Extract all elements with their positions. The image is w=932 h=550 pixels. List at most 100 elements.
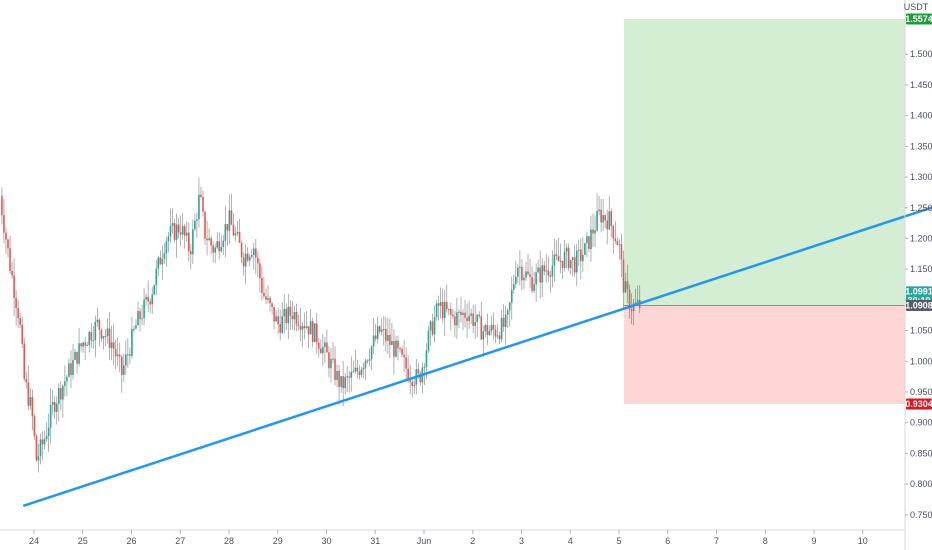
candle-body: [303, 326, 306, 328]
candle-body: [88, 331, 91, 346]
candle-body: [401, 348, 403, 355]
candle-body: [62, 385, 64, 400]
candle-body: [143, 299, 145, 319]
candle-body: [228, 210, 231, 231]
candle-body: [159, 257, 162, 265]
candle-body: [265, 296, 267, 300]
candle-body: [494, 329, 497, 337]
entry-price-badge-bg: [906, 300, 932, 312]
candle-body: [47, 427, 50, 437]
candle-body: [498, 335, 501, 340]
candle-body: [531, 277, 533, 291]
candle-body: [541, 265, 544, 283]
candle-body: [127, 354, 129, 356]
candle-body: [66, 376, 68, 382]
candle-body: [210, 238, 212, 246]
candle-body: [309, 321, 312, 335]
candle-body: [486, 325, 489, 336]
candle-body: [555, 254, 558, 256]
price-tick-label: 1.5000: [910, 49, 932, 59]
candle-body: [326, 342, 328, 353]
candle-body: [9, 248, 11, 272]
candle-body: [445, 301, 448, 310]
price-tick-label: 1.2000: [910, 233, 932, 243]
time-tick-label: 27: [175, 536, 185, 546]
price-axis[interactable]: 1.5000 1.4500 1.4000 1.3500 1.3000 1.2500 1.20…: [905, 49, 932, 520]
candle-body: [277, 316, 279, 325]
candle-body: [338, 370, 340, 387]
trendline[interactable]: [23, 206, 932, 507]
candle-body: [76, 351, 78, 364]
price-tick-label: 1.0500: [910, 326, 932, 336]
candle-body: [510, 289, 513, 303]
candle-body: [261, 278, 263, 293]
candle-body: [474, 321, 476, 326]
candle-body: [269, 297, 271, 304]
candle-body: [208, 238, 210, 241]
time-tick-label: 4: [568, 536, 573, 546]
candle-body: [539, 267, 541, 283]
candle-body: [340, 376, 342, 387]
candle-body: [291, 315, 294, 320]
candle-body: [470, 313, 472, 316]
candle-body: [527, 271, 529, 275]
candle-body: [405, 357, 407, 369]
candle-body: [596, 211, 598, 231]
candle-body: [519, 266, 521, 268]
candle-body: [517, 267, 519, 277]
candle-body: [488, 330, 491, 336]
candle-body: [508, 302, 511, 311]
candle-body: [161, 258, 164, 265]
candle-body: [200, 194, 202, 197]
candle-body: [289, 306, 292, 316]
profit-zone: [623, 19, 905, 306]
candle-body: [45, 436, 48, 440]
candle-body: [224, 224, 227, 241]
candle-body: [25, 378, 28, 383]
candle-body: [480, 316, 483, 340]
candle-body: [403, 354, 405, 358]
candle-body: [602, 215, 604, 223]
entry-price-badge: 1.0908: [905, 301, 932, 311]
price-tick-label: 0.7500: [910, 510, 932, 520]
candle-body: [395, 340, 397, 357]
candle-body: [320, 348, 322, 354]
candle-body: [49, 404, 52, 428]
candle-body: [411, 381, 414, 387]
candle-body: [112, 342, 115, 349]
candle-body: [19, 318, 21, 325]
candle-body: [472, 313, 474, 326]
candle-body: [586, 236, 588, 244]
candle-body: [431, 321, 434, 335]
candle-body: [169, 226, 172, 237]
candle-body: [382, 328, 385, 330]
candle-body: [27, 382, 30, 406]
candle-body: [175, 224, 178, 240]
trendline-group[interactable]: [23, 206, 932, 507]
candle-body: [437, 303, 440, 306]
candle-body: [590, 229, 592, 250]
candle-body: [476, 314, 479, 322]
candle-body: [108, 328, 111, 348]
candle-body: [610, 211, 613, 226]
candle-body: [86, 345, 89, 347]
time-axis[interactable]: 24 25 26 27 28 29 30 31 Jun 2 3 4 5 6 7 8 9 10: [29, 530, 868, 546]
candle-body: [234, 233, 237, 236]
candle-body: [447, 309, 450, 311]
candle-body: [350, 371, 353, 378]
candle-body: [149, 301, 151, 305]
candle-body: [328, 352, 330, 369]
candle-body: [57, 388, 60, 404]
candle-body: [515, 276, 517, 285]
candle-body: [460, 311, 462, 315]
candle-body: [64, 381, 66, 386]
candle-body: [441, 302, 444, 319]
candle-body: [565, 247, 568, 252]
candle-body: [380, 329, 383, 332]
candle-body: [255, 248, 257, 258]
candle-body: [348, 376, 351, 378]
candle-body: [549, 275, 552, 277]
candle-body: [263, 292, 265, 297]
